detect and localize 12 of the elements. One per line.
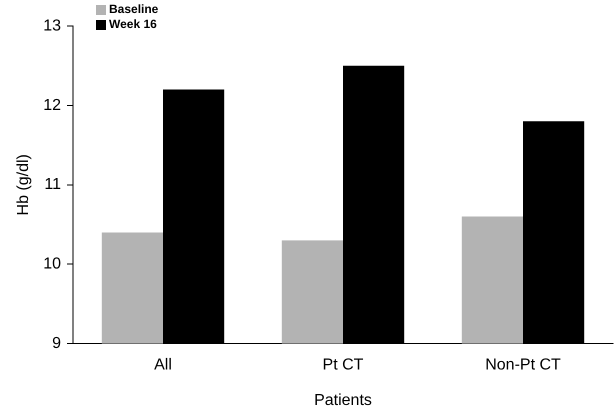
y-tick-label: 9 xyxy=(52,335,62,352)
y-tick-label: 12 xyxy=(43,96,62,114)
y-tick-label: 10 xyxy=(43,256,62,273)
y-tick-label: 13 xyxy=(43,17,62,34)
y-tick-label: 11 xyxy=(44,176,62,194)
x-tick-label: Non-Pt CT xyxy=(485,356,562,374)
legend-label: Baseline xyxy=(109,2,158,17)
x-tick-label: All xyxy=(154,356,172,374)
x-axis-title: Patients xyxy=(314,392,372,409)
y-axis-title: Hb (g/dl) xyxy=(15,154,32,216)
x-tick-label: Pt CT xyxy=(322,356,364,374)
legend-label: Week 16 xyxy=(109,17,157,32)
